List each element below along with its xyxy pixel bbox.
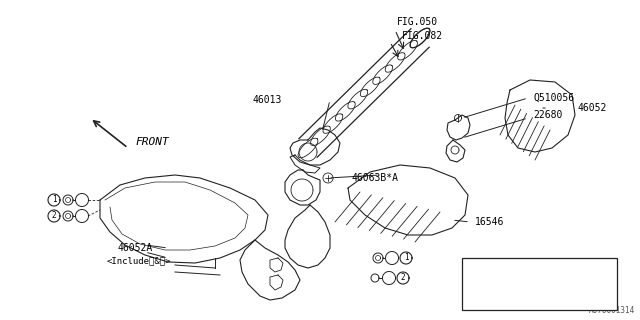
Text: 46052A: 46052A [118,243,153,253]
Text: 2: 2 [52,212,56,220]
Text: 46013: 46013 [253,95,282,105]
Text: 1: 1 [52,196,56,204]
Text: 1: 1 [404,253,408,262]
Text: FRONT: FRONT [135,137,169,147]
Text: 22680: 22680 [533,110,563,120]
Text: FIG.050: FIG.050 [397,17,438,27]
Text: Q510056: Q510056 [533,93,574,103]
Text: 46022*A: 46022*A [488,266,529,276]
Text: 1: 1 [474,267,479,276]
Text: <Include①&②>: <Include①&②> [107,257,172,266]
Text: 2: 2 [474,292,479,301]
FancyBboxPatch shape [462,258,617,310]
Text: 2: 2 [401,274,405,283]
Text: 46083*A: 46083*A [488,292,529,302]
Text: A070001314: A070001314 [589,306,635,315]
Text: 16546: 16546 [475,217,504,227]
Text: FIG.082: FIG.082 [402,31,443,41]
Text: 46063B*A: 46063B*A [352,173,399,183]
Text: 46052: 46052 [578,103,607,113]
